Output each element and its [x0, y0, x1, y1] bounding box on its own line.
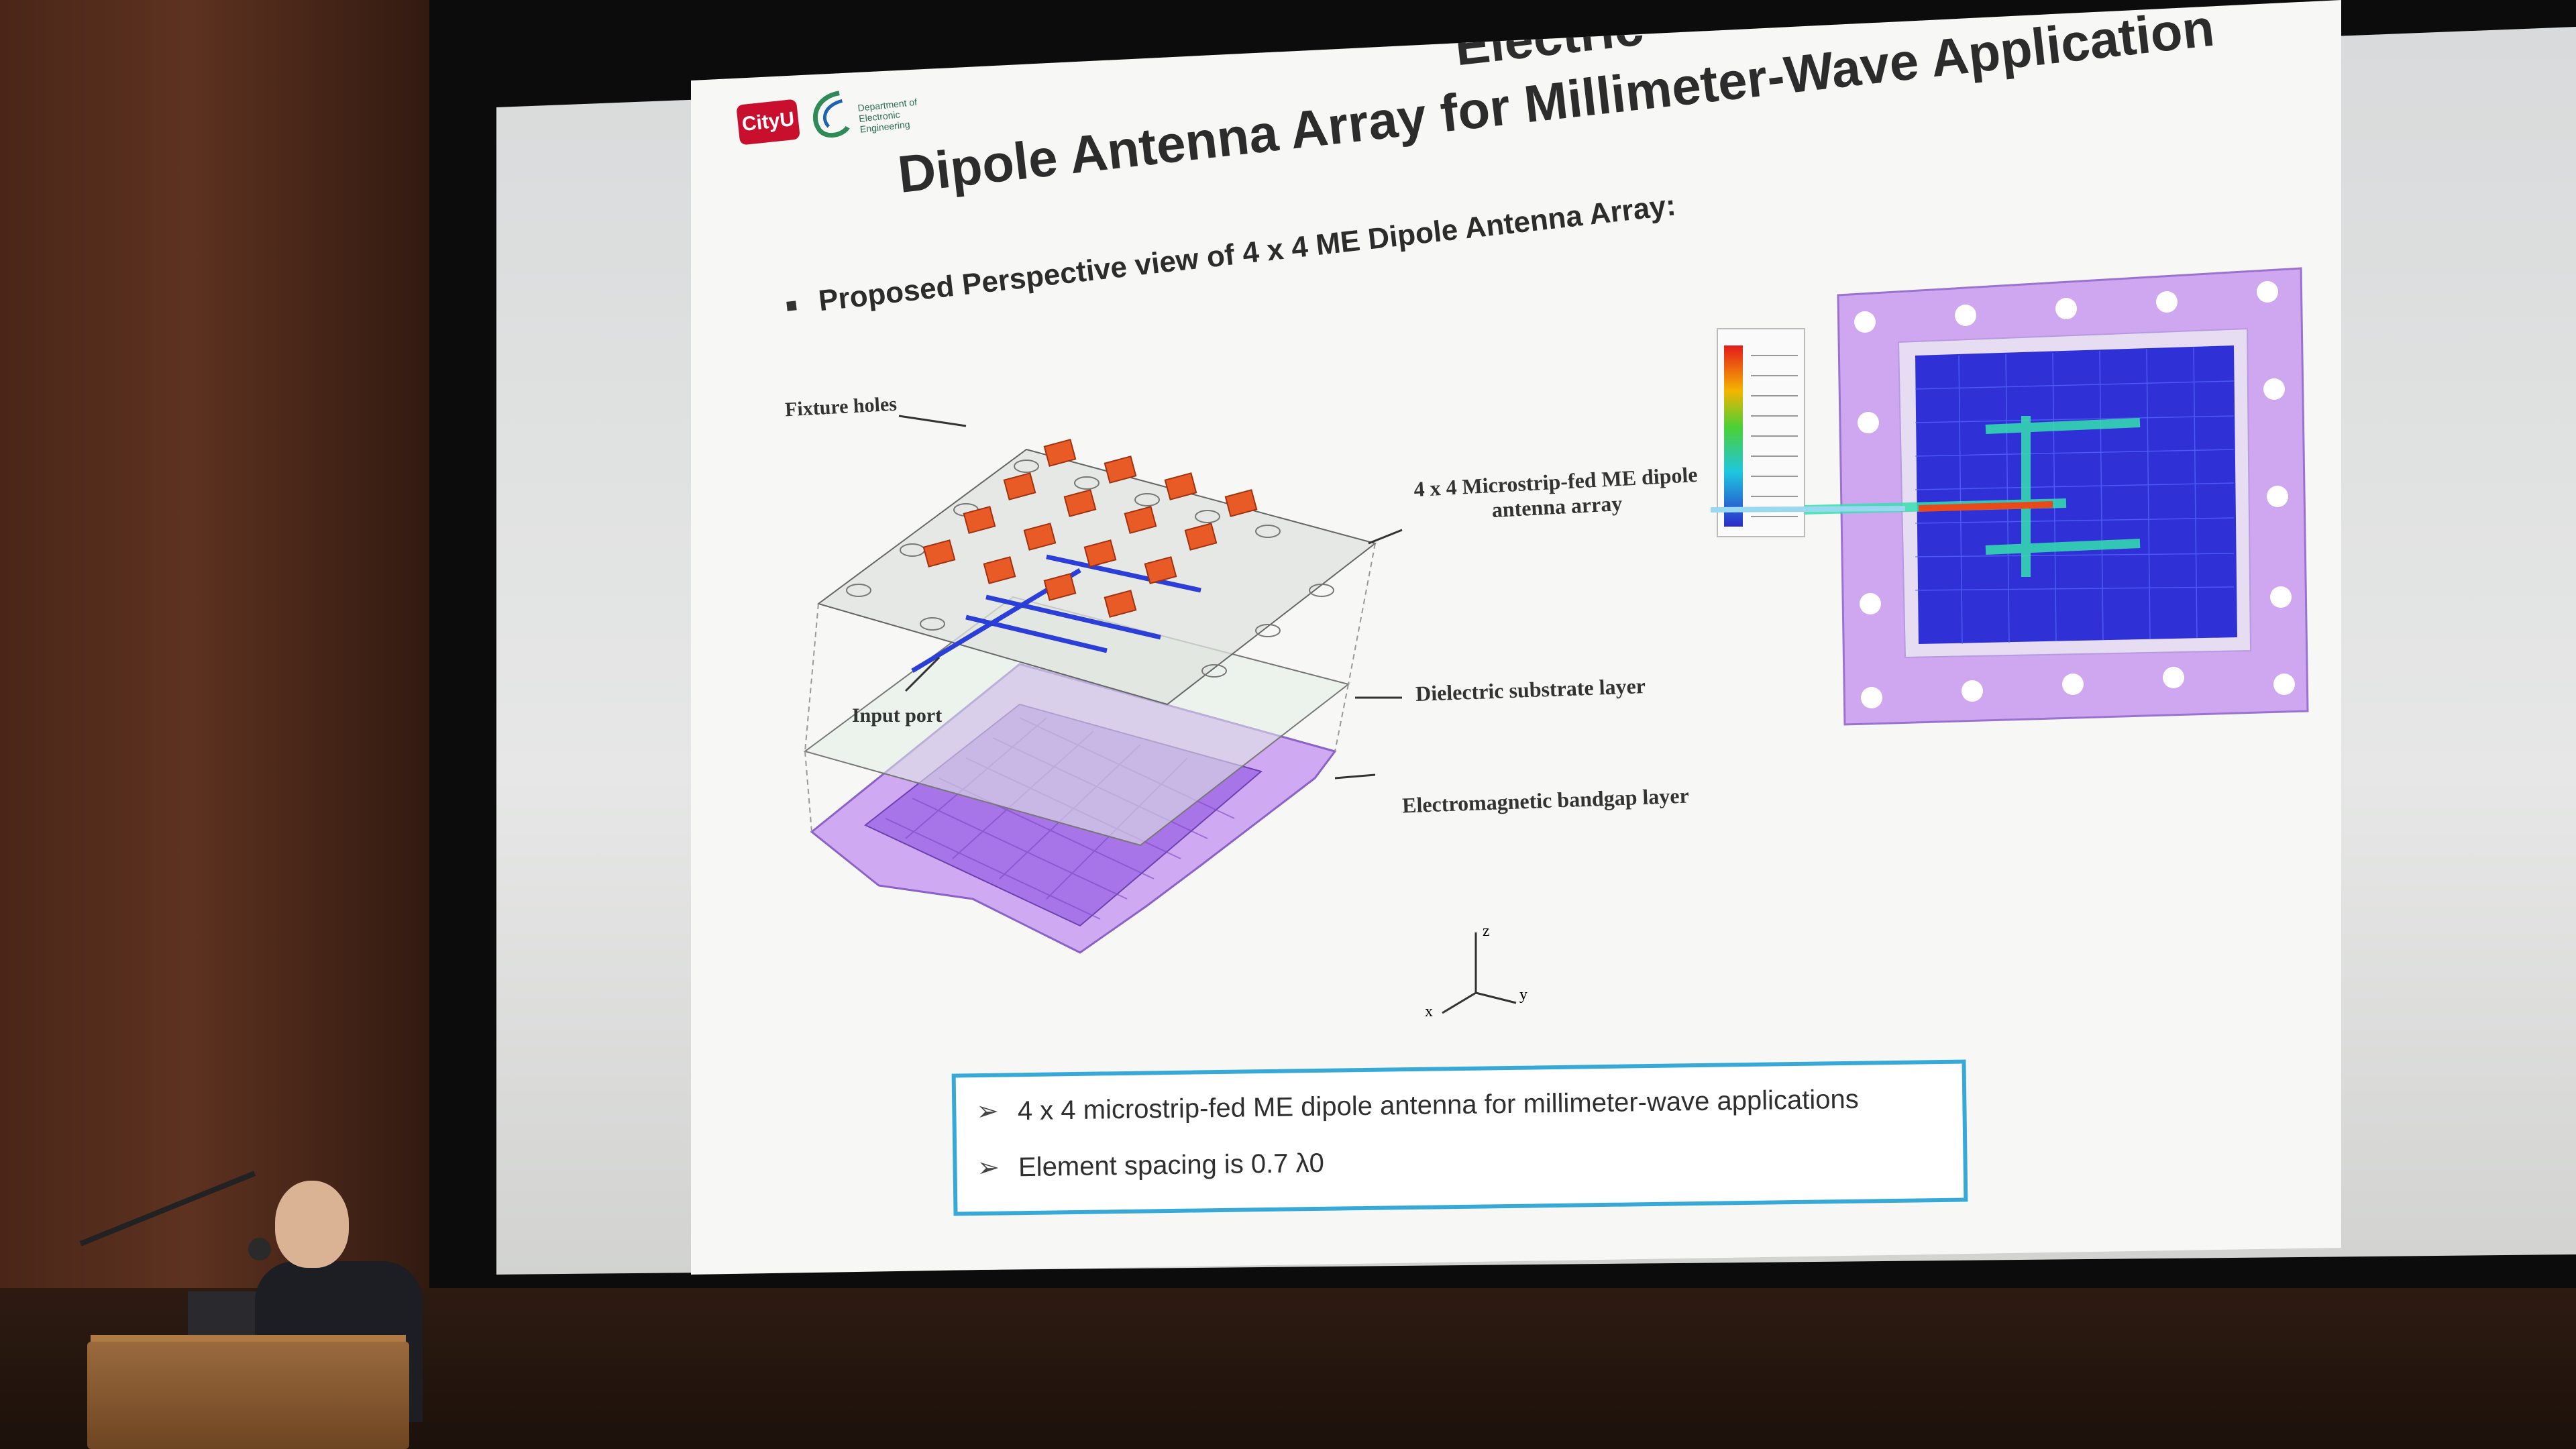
callout-item-2: ➢ Element spacing is 0.7 λ0	[977, 1148, 1324, 1183]
arrow-bullet-icon: ➢	[977, 1152, 1000, 1183]
axis-z-label: z	[1483, 922, 1490, 940]
label-input-port: Input port	[852, 704, 943, 727]
microphone-icon	[248, 1238, 271, 1260]
callout-text-2: Element spacing is 0.7 λ0	[1018, 1148, 1325, 1183]
bullet-square-icon	[786, 301, 797, 312]
antenna-elements	[922, 439, 1258, 618]
projection-lines	[804, 543, 1376, 833]
arrow-bullet-icon: ➢	[976, 1096, 1000, 1127]
bullet-text: Proposed Perspective view of 4 x 4 ME Di…	[816, 189, 1678, 318]
sim-fixture-holes	[1854, 281, 2295, 708]
bullet-point: Proposed Perspective view of 4 x 4 ME Di…	[785, 189, 1678, 321]
label-arrows	[898, 415, 1403, 780]
sim-field-region	[1915, 345, 2237, 644]
antenna-exploded-figure	[803, 415, 1403, 954]
top-layer	[816, 448, 1377, 706]
presenter-head	[275, 1181, 349, 1268]
color-scale-ticks	[1751, 355, 1798, 517]
university-logo: CityU Department of Electronic Engineeri…	[735, 70, 956, 166]
callout-item-1: ➢ 4 x 4 microstrip-fed ME dipole antenna …	[976, 1084, 1859, 1127]
stage-floor	[0, 1288, 2576, 1449]
podium	[87, 1342, 409, 1449]
presentation-slide: CityU Department of Electronic Engineeri…	[691, 0, 2341, 1275]
coordinate-axes: z y x	[1425, 922, 1527, 1020]
sim-input-line	[1710, 506, 1906, 513]
color-scale-bar	[1724, 345, 1743, 527]
department-swoosh-icon	[812, 91, 850, 138]
simulation-field-plot	[1710, 267, 2309, 726]
summary-callout-box: ➢ 4 x 4 microstrip-fed ME dipole antenna …	[951, 1059, 1968, 1216]
axis-x-label: x	[1425, 1003, 1433, 1020]
callout-text-1: 4 x 4 microstrip-fed ME dipole antenna f…	[1017, 1084, 1859, 1126]
sim-grid	[1915, 347, 2235, 645]
axis-y-label: y	[1519, 986, 1527, 1004]
sim-feed-hotspot	[1918, 501, 2053, 512]
wall-panel	[0, 0, 470, 1449]
